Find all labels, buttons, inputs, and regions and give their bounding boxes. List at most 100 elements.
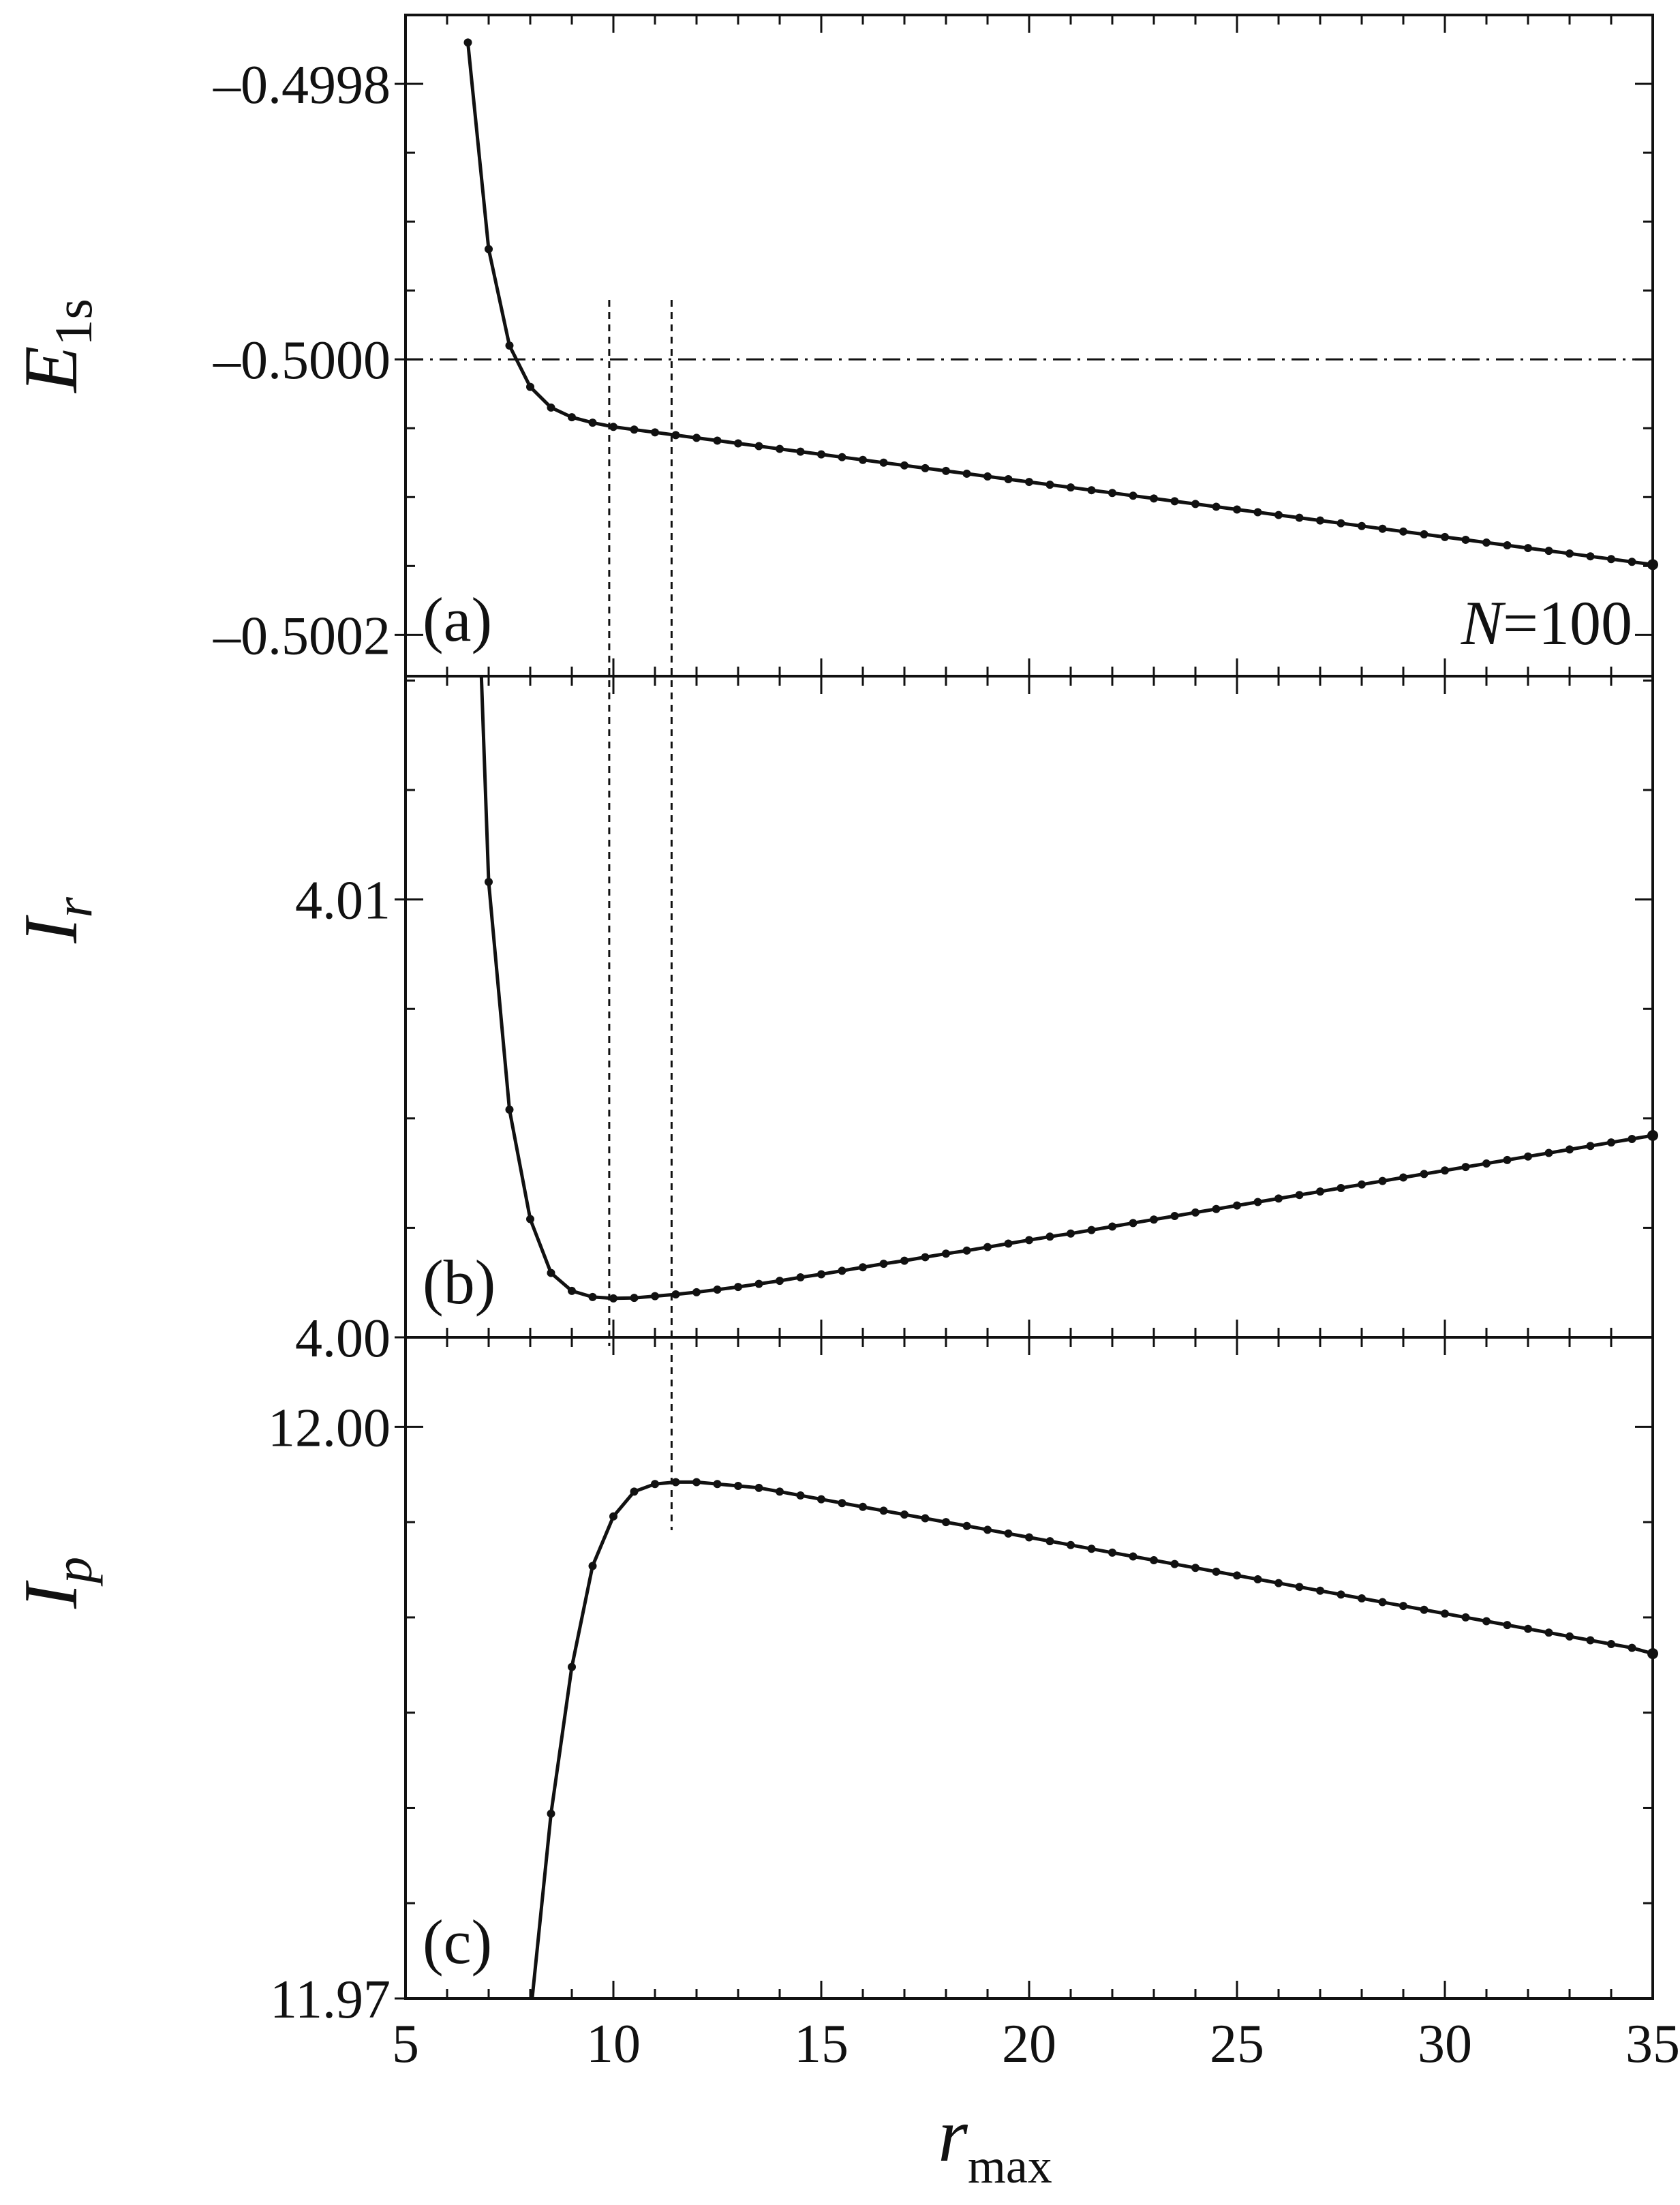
data-point-c (1461, 1613, 1470, 1622)
y-tick-label: 4.01 (295, 871, 391, 931)
data-point-c (900, 1510, 908, 1519)
data-point-b (547, 1268, 555, 1277)
data-point-b (754, 1279, 763, 1288)
data-point-a (1566, 549, 1574, 558)
data-point-a (1482, 538, 1491, 547)
data-point-a (1191, 500, 1200, 508)
data-point-b (1253, 1198, 1262, 1206)
data-point-b (962, 1246, 971, 1255)
data-point-c (1628, 1643, 1636, 1652)
data-point-a (713, 436, 722, 445)
data-point-c (962, 1521, 971, 1530)
data-point-c (630, 1487, 639, 1496)
data-point-a (838, 453, 846, 461)
data-point-a (879, 458, 888, 467)
data-point-b (1274, 1194, 1283, 1203)
data-point-b (859, 1263, 867, 1272)
data-point-b (713, 1285, 722, 1294)
data-point-a (1461, 535, 1470, 544)
data-point-b (1129, 1219, 1137, 1228)
data-point-a (1253, 508, 1262, 517)
data-point-b (568, 1286, 576, 1295)
data-point-b (1461, 1163, 1470, 1172)
data-point-a (1004, 475, 1013, 484)
data-point-c (1566, 1632, 1574, 1641)
data-point-a (588, 419, 597, 427)
data-point-a (1399, 527, 1407, 536)
data-point-c (1170, 1560, 1179, 1568)
data-point-a (754, 442, 763, 451)
x-tick-label: 35 (1625, 2014, 1680, 2074)
data-point-b (485, 877, 493, 886)
annotation-n-italic: N (1461, 588, 1506, 658)
data-point-a (796, 447, 805, 456)
x-ticks (404, 15, 1654, 1998)
data-point-b (1628, 1135, 1636, 1143)
ylabel-c-main: I (9, 1580, 93, 1609)
data-point-c (1544, 1628, 1553, 1637)
data-point-b (921, 1253, 930, 1262)
data-point-c (1129, 1552, 1137, 1561)
ylabel-b-sub: r (44, 897, 103, 918)
data-point-a (568, 413, 576, 422)
data-point-b (1524, 1152, 1532, 1161)
data-point-b (1420, 1170, 1429, 1178)
data-point-a (1586, 552, 1595, 561)
data-point-c (1503, 1621, 1512, 1630)
data-point-a (692, 434, 701, 442)
data-point-c (1004, 1529, 1013, 1538)
data-point-b (505, 1105, 514, 1114)
svg-text:E1s: E1s (9, 299, 103, 394)
data-point-a (1607, 555, 1615, 564)
data-point-c (817, 1495, 825, 1504)
data-point-c (1150, 1556, 1158, 1565)
data-point-c (838, 1499, 846, 1508)
data-point-c (1045, 1537, 1054, 1546)
data-point-a (962, 469, 971, 478)
data-point-c (859, 1502, 867, 1511)
x-axis-label: rmax (938, 2093, 1052, 2193)
vertical-markers (608, 300, 673, 1530)
data-point-c (734, 1482, 742, 1491)
data-point-a (1025, 478, 1033, 487)
data-point-a (463, 38, 472, 47)
data-point-c (776, 1487, 784, 1496)
data-point-b (1337, 1183, 1345, 1192)
data-point-a (1337, 519, 1345, 528)
series-c (530, 1478, 1658, 1998)
data-point-c (1108, 1548, 1116, 1557)
data-point-b (1358, 1180, 1366, 1189)
svg-text:Ip: Ip (9, 1557, 103, 1609)
data-point-c (1316, 1586, 1324, 1595)
data-point-b (630, 1294, 639, 1303)
data-point-c (754, 1483, 763, 1492)
data-point-a (1420, 530, 1429, 538)
data-point-b (838, 1266, 846, 1275)
data-point-b (776, 1277, 784, 1286)
data-point-a (1108, 489, 1116, 498)
data-point-b (1647, 1129, 1658, 1141)
data-point-c (1399, 1602, 1407, 1611)
data-point-c (796, 1491, 805, 1500)
data-point-a (1274, 511, 1283, 519)
data-point-c (588, 1562, 597, 1570)
data-point-a (1503, 541, 1512, 550)
data-point-c (921, 1514, 930, 1523)
data-point-a (1212, 502, 1221, 511)
data-point-a (1170, 497, 1179, 506)
data-point-a (983, 472, 992, 481)
data-point-b (1067, 1229, 1075, 1238)
data-point-c (1420, 1605, 1429, 1614)
data-point-b (796, 1273, 805, 1281)
y-tick-label: –0.5002 (213, 606, 391, 666)
data-point-c (1067, 1540, 1075, 1549)
data-point-b (1503, 1155, 1512, 1164)
data-point-b (983, 1243, 992, 1251)
data-point-a (1295, 513, 1304, 522)
data-point-b (1170, 1212, 1179, 1221)
data-point-b (1087, 1226, 1096, 1234)
data-point-a (1358, 521, 1366, 530)
y-tick-label: 11.97 (270, 1970, 391, 2030)
data-point-c (1191, 1564, 1200, 1572)
